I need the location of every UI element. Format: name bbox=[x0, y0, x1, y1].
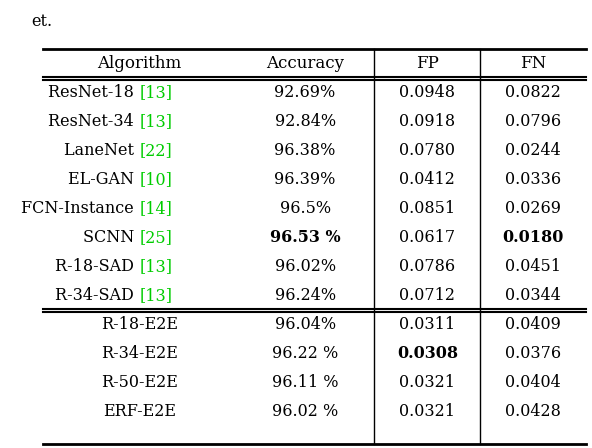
Text: Accuracy: Accuracy bbox=[266, 55, 344, 72]
Text: FN: FN bbox=[520, 55, 546, 72]
Text: FCN-Instance: FCN-Instance bbox=[21, 200, 139, 217]
Text: 96.02%: 96.02% bbox=[275, 258, 336, 275]
Text: 96.38%: 96.38% bbox=[275, 142, 336, 159]
Text: 0.0321: 0.0321 bbox=[400, 374, 455, 391]
Text: 0.0336: 0.0336 bbox=[506, 171, 561, 188]
Text: 0.0712: 0.0712 bbox=[400, 287, 455, 304]
Text: ERF-E2E: ERF-E2E bbox=[103, 403, 176, 420]
Text: 96.02 %: 96.02 % bbox=[272, 403, 338, 420]
Text: 96.53 %: 96.53 % bbox=[270, 229, 340, 246]
Text: 0.0409: 0.0409 bbox=[506, 316, 561, 333]
Text: 96.5%: 96.5% bbox=[279, 200, 331, 217]
Text: 0.0321: 0.0321 bbox=[400, 403, 455, 420]
Text: [13]: [13] bbox=[139, 84, 172, 101]
Text: [13]: [13] bbox=[139, 113, 172, 130]
Text: 92.84%: 92.84% bbox=[275, 113, 336, 130]
Text: 0.0180: 0.0180 bbox=[503, 229, 564, 246]
Text: 96.22 %: 96.22 % bbox=[272, 345, 338, 362]
Text: [14]: [14] bbox=[139, 200, 172, 217]
Text: 96.11 %: 96.11 % bbox=[272, 374, 339, 391]
Text: 0.0269: 0.0269 bbox=[506, 200, 561, 217]
Text: 96.39%: 96.39% bbox=[275, 171, 336, 188]
Text: 0.0244: 0.0244 bbox=[506, 142, 561, 159]
Text: 0.0948: 0.0948 bbox=[400, 84, 455, 101]
Text: ResNet-18: ResNet-18 bbox=[49, 84, 139, 101]
Text: ResNet-34: ResNet-34 bbox=[49, 113, 139, 130]
Text: R-34-E2E: R-34-E2E bbox=[101, 345, 178, 362]
Text: [13]: [13] bbox=[139, 287, 172, 304]
Text: 0.0780: 0.0780 bbox=[400, 142, 455, 159]
Text: 0.0786: 0.0786 bbox=[400, 258, 455, 275]
Text: LaneNet: LaneNet bbox=[65, 142, 139, 159]
Text: [13]: [13] bbox=[139, 258, 172, 275]
Text: 0.0796: 0.0796 bbox=[506, 113, 561, 130]
Text: R-34-SAD: R-34-SAD bbox=[56, 287, 139, 304]
Text: FP: FP bbox=[416, 55, 439, 72]
Text: R-18-E2E: R-18-E2E bbox=[101, 316, 178, 333]
Text: SCNN: SCNN bbox=[83, 229, 139, 246]
Text: EL-GAN: EL-GAN bbox=[68, 171, 139, 188]
Text: [22]: [22] bbox=[139, 142, 172, 159]
Text: 0.0412: 0.0412 bbox=[400, 171, 455, 188]
Text: 0.0376: 0.0376 bbox=[506, 345, 561, 362]
Text: R-18-SAD: R-18-SAD bbox=[56, 258, 139, 275]
Text: 0.0617: 0.0617 bbox=[400, 229, 455, 246]
Text: 0.0918: 0.0918 bbox=[400, 113, 455, 130]
Text: 0.0822: 0.0822 bbox=[506, 84, 561, 101]
Text: 92.69%: 92.69% bbox=[275, 84, 336, 101]
Text: 96.24%: 96.24% bbox=[275, 287, 336, 304]
Text: 0.0428: 0.0428 bbox=[506, 403, 561, 420]
Text: 0.0451: 0.0451 bbox=[506, 258, 561, 275]
Text: 0.0404: 0.0404 bbox=[506, 374, 561, 391]
Text: et.: et. bbox=[31, 13, 53, 30]
Text: [25]: [25] bbox=[139, 229, 172, 246]
Text: 0.0308: 0.0308 bbox=[397, 345, 458, 362]
Text: Algorithm: Algorithm bbox=[97, 55, 182, 72]
Text: 96.04%: 96.04% bbox=[275, 316, 336, 333]
Text: R-50-E2E: R-50-E2E bbox=[101, 374, 178, 391]
Text: [10]: [10] bbox=[139, 171, 172, 188]
Text: 0.0344: 0.0344 bbox=[506, 287, 561, 304]
Text: 0.0851: 0.0851 bbox=[400, 200, 455, 217]
Text: 0.0311: 0.0311 bbox=[400, 316, 455, 333]
